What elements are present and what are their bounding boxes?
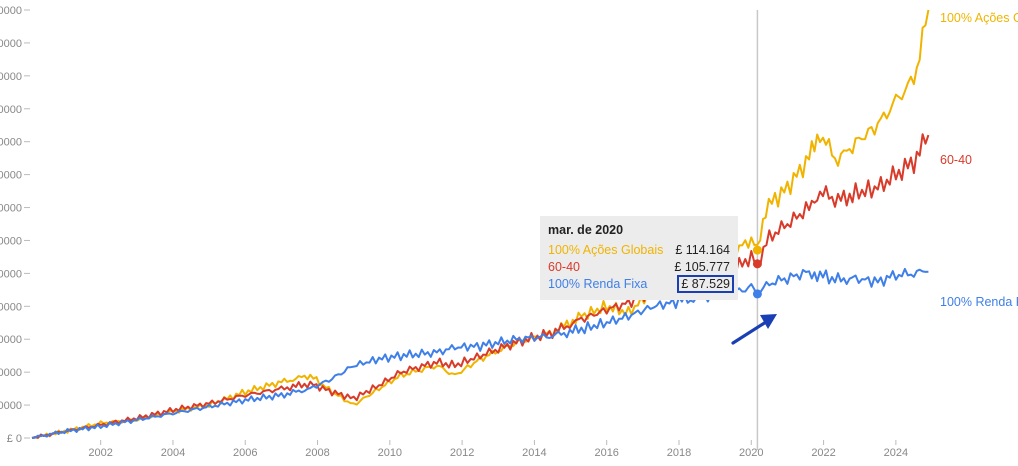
- y-tick-label: 0000: [0, 71, 22, 83]
- x-tick-label: 2024: [884, 447, 908, 459]
- x-tick-label: 2018: [667, 447, 691, 459]
- x-tick-label: 2002: [88, 447, 112, 459]
- x-axis: 2002 2004 2006 2008 2010 2012 2014 2016 2018 2020…: [88, 440, 908, 459]
- y-tick-label: £ 0: [7, 433, 22, 445]
- x-tick-label: 2010: [378, 447, 402, 459]
- y-tick-label: 0000: [0, 104, 22, 116]
- tooltip-row-6040: 60-40 £ 105.777: [548, 258, 730, 275]
- x-tick-label: 2022: [811, 447, 835, 459]
- series-marker: [752, 289, 762, 299]
- tooltip-row-renda-fixa: 100% Renda Fixa £ 87.529: [548, 274, 734, 293]
- y-tick-label: 0000: [0, 367, 22, 379]
- series-line: [31, 267, 929, 439]
- series-end-label: 100% Ações G: [940, 11, 1018, 25]
- y-tick-label: 0000: [0, 334, 22, 346]
- tooltip-value-highlighted: £ 87.529: [677, 274, 734, 293]
- y-tick-label: 0000: [0, 235, 22, 247]
- x-tick-label: 2006: [233, 447, 257, 459]
- arrow-shaft: [731, 320, 768, 345]
- y-tick-label: 0000: [0, 170, 22, 182]
- series-line: [31, 133, 930, 439]
- markers: [752, 245, 762, 299]
- series-end-label: 60-40: [940, 153, 972, 167]
- y-tick-label: 0000: [0, 301, 22, 313]
- hover-tooltip: mar. de 2020 100% Ações Globais £ 114.16…: [540, 216, 738, 300]
- annotation-arrow: [731, 314, 777, 345]
- x-tick-label: 2020: [739, 447, 763, 459]
- series-end-labels: 100% Ações G 60-40 100% Renda F: [940, 11, 1018, 309]
- y-tick-label: 0000: [0, 203, 22, 215]
- y-tick-label: 0000: [0, 268, 22, 280]
- tooltip-row-acoes: 100% Ações Globais £ 114.164: [548, 241, 730, 258]
- y-tick-label: 0000: [0, 38, 22, 50]
- tooltip-series-name: 100% Renda Fixa: [548, 276, 648, 291]
- x-tick-label: 2012: [450, 447, 474, 459]
- x-tick-label: 2016: [594, 447, 618, 459]
- x-tick-label: 2004: [161, 447, 185, 459]
- tooltip-value: £ 114.164: [675, 242, 730, 257]
- x-tick-label: 2008: [305, 447, 329, 459]
- arrow-head: [760, 314, 777, 329]
- x-tick-label: 2014: [522, 447, 546, 459]
- tooltip-series-name: 100% Ações Globais: [548, 242, 664, 257]
- series-end-label: 100% Renda F: [940, 295, 1018, 309]
- series-line: [31, 9, 930, 439]
- y-tick-label: 0000: [0, 5, 22, 17]
- tooltip-series-name: 60-40: [548, 259, 580, 274]
- series-lines: [31, 9, 930, 450]
- y-axis: £ 0 0000 0000 0000 0000 0000 0000 0000 0000 0000 0…: [0, 5, 30, 445]
- y-tick-label: 0000: [0, 400, 22, 412]
- y-tick-label: 0000: [0, 137, 22, 149]
- tooltip-date: mar. de 2020: [548, 223, 624, 237]
- series-marker: [752, 245, 762, 255]
- tooltip-value: £ 105.777: [674, 259, 730, 274]
- series-marker: [752, 259, 762, 269]
